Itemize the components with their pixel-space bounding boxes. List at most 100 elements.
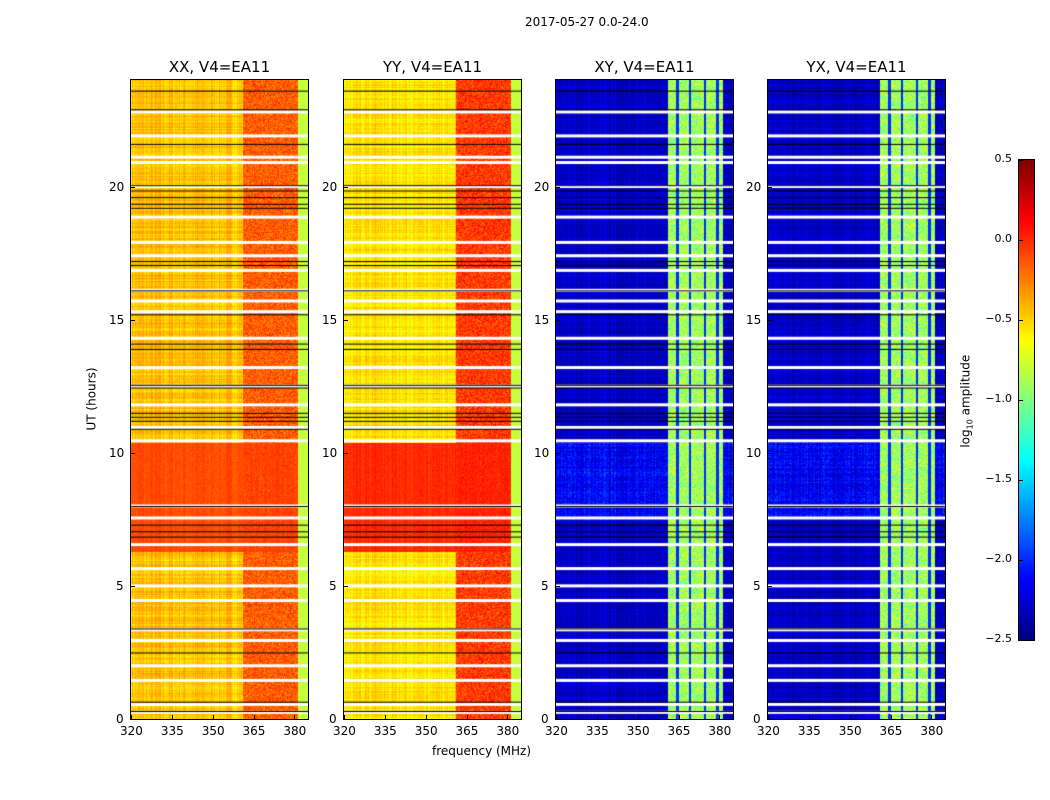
x-tick-label: 320	[333, 724, 356, 738]
y-tick-label: 15	[109, 312, 125, 327]
x-tick-mark	[931, 715, 933, 719]
x-tick-label: 365	[455, 724, 479, 738]
y-tick-mark	[556, 186, 560, 188]
x-tick-mark	[466, 715, 468, 719]
y-tick-label: 5	[329, 578, 337, 593]
x-tick-mark	[171, 715, 173, 719]
x-tick-mark	[507, 715, 509, 719]
y-tick-label: 5	[541, 578, 549, 593]
y-tick-label: 10	[109, 445, 125, 460]
heatmap-yx	[768, 80, 945, 719]
y-tick-label: 20	[534, 179, 550, 194]
x-tick-label: 365	[242, 724, 266, 738]
x-tick-label: 335	[797, 724, 821, 738]
y-tick-mark	[768, 319, 772, 321]
x-tick-label: 320	[545, 724, 568, 738]
x-tick-mark	[212, 715, 214, 719]
panel-title: YX, V4=EA11	[806, 58, 907, 76]
colorbar-tick-mark	[1019, 240, 1023, 241]
panel-frame	[343, 79, 522, 720]
y-tick-mark	[768, 719, 772, 720]
heatmap-xx	[131, 80, 308, 719]
x-tick-mark	[719, 715, 721, 719]
colorbar-tick-mark	[1019, 640, 1023, 641]
heatmap-xy	[556, 80, 733, 719]
y-tick-mark	[131, 186, 135, 188]
y-tick-mark	[556, 719, 560, 720]
colorbar-tick-mark	[1019, 480, 1023, 481]
x-tick-label: 380	[920, 724, 944, 738]
x-tick-label: 335	[373, 724, 397, 738]
y-tick-mark	[344, 452, 348, 454]
y-tick-mark	[131, 452, 135, 454]
heatmap-yy	[344, 80, 521, 719]
x-tick-mark	[678, 715, 680, 719]
colorbar-tick-label: −1.0	[985, 392, 1012, 405]
colorbar	[1019, 160, 1034, 640]
y-tick-mark	[556, 585, 560, 587]
x-tick-label: 380	[496, 724, 520, 738]
colorbar-tick-mark	[1019, 560, 1023, 561]
x-tick-label: 380	[708, 724, 732, 738]
y-tick-mark	[131, 585, 135, 587]
x-axis-label: frequency (MHz)	[432, 744, 532, 758]
y-tick-label: 0	[116, 712, 124, 726]
y-tick-mark	[556, 452, 560, 454]
x-tick-mark	[425, 715, 427, 719]
x-tick-label: 350	[626, 724, 650, 738]
y-tick-mark	[131, 319, 135, 321]
x-tick-mark	[556, 715, 557, 719]
y-tick-mark	[344, 719, 348, 720]
y-tick-label: 0	[329, 712, 337, 726]
x-tick-mark	[384, 715, 386, 719]
colorbar-tick-label: −2.5	[985, 632, 1012, 645]
y-tick-mark	[768, 452, 772, 454]
y-tick-label: 0	[753, 712, 761, 726]
x-tick-mark	[890, 715, 892, 719]
x-tick-label: 350	[414, 724, 438, 738]
y-tick-label: 10	[534, 445, 550, 460]
panel-frame	[555, 79, 734, 720]
x-tick-label: 350	[201, 724, 225, 738]
x-tick-mark	[808, 715, 810, 719]
y-tick-label: 15	[322, 312, 338, 327]
figure-suptitle: 2017-05-27 0.0-24.0	[525, 15, 649, 29]
y-axis-label: UT (hours)	[84, 367, 99, 431]
x-tick-mark	[253, 715, 255, 719]
colorbar-tick-label: −1.5	[985, 472, 1012, 485]
x-tick-mark	[344, 715, 345, 719]
y-tick-label: 10	[322, 445, 338, 460]
colorbar-tick-mark	[1019, 320, 1023, 321]
x-tick-label: 380	[283, 724, 307, 738]
x-tick-mark	[637, 715, 639, 719]
y-tick-label: 20	[746, 179, 762, 194]
y-tick-mark	[344, 319, 348, 321]
x-tick-mark	[768, 715, 769, 719]
x-tick-mark	[849, 715, 851, 719]
y-tick-label: 5	[753, 578, 761, 593]
y-tick-label: 20	[109, 179, 125, 194]
y-tick-mark	[768, 186, 772, 188]
y-tick-mark	[344, 585, 348, 587]
y-tick-label: 0	[541, 712, 549, 726]
panel-frame	[130, 79, 309, 720]
x-tick-label: 365	[667, 724, 691, 738]
x-tick-label: 320	[120, 724, 143, 738]
x-tick-label: 335	[585, 724, 609, 738]
panel-title: YY, V4=EA11	[382, 58, 483, 76]
y-tick-label: 10	[746, 445, 762, 460]
colorbar-tick-label: −2.0	[985, 552, 1012, 565]
y-tick-mark	[556, 319, 560, 321]
y-tick-label: 15	[534, 312, 550, 327]
x-tick-label: 320	[757, 724, 780, 738]
x-tick-mark	[131, 715, 132, 719]
colorbar-tick-label: 0.0	[994, 232, 1013, 245]
x-tick-mark	[294, 715, 296, 719]
colorbar-tick-label: 0.5	[994, 152, 1013, 165]
colorbar-tick-mark	[1019, 160, 1023, 161]
panel-title: XX, V4=EA11	[168, 58, 271, 76]
y-tick-label: 15	[746, 312, 762, 327]
y-tick-label: 5	[116, 578, 124, 593]
y-tick-label: 20	[322, 179, 338, 194]
x-tick-label: 350	[838, 724, 862, 738]
